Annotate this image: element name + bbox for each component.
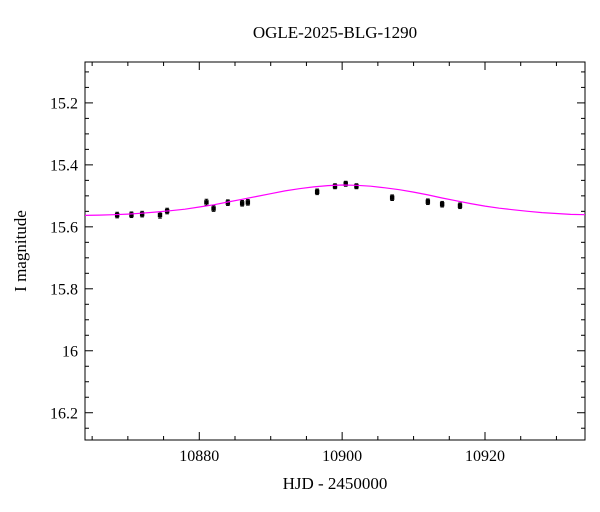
data-point: [439, 202, 445, 207]
y-tick-label: 15.6: [50, 219, 78, 236]
data-point: [314, 189, 320, 195]
x-tick-label: 10880: [179, 448, 219, 465]
model-curve: [84, 184, 586, 216]
data-point: [389, 195, 395, 200]
y-axis-label: I magnitude: [11, 210, 30, 292]
data-point: [239, 201, 245, 206]
y-tick-label: 15.4: [50, 157, 78, 174]
data-point: [354, 184, 359, 189]
y-tick-label: 16: [62, 343, 78, 360]
y-tick-label: 15.8: [50, 281, 78, 298]
data-point: [204, 200, 209, 205]
data-point: [211, 206, 216, 211]
data-point: [139, 211, 145, 217]
x-tick-label: 10920: [465, 448, 505, 465]
data-point: [457, 203, 463, 208]
data-point: [245, 200, 251, 205]
data-point: [425, 199, 431, 204]
data-point: [225, 200, 231, 205]
y-tick-label: 16.2: [50, 405, 78, 422]
x-axis-label: HJD - 2450000: [282, 474, 388, 493]
data-point: [157, 212, 163, 218]
data-point: [343, 181, 348, 186]
data-point: [332, 184, 338, 189]
x-tick-label: 10900: [322, 448, 362, 465]
data-point: [129, 212, 134, 217]
y-tick-label: 15.2: [50, 95, 78, 112]
chart-title: OGLE-2025-BLG-1290: [252, 23, 418, 42]
plot-frame: [84, 61, 586, 441]
